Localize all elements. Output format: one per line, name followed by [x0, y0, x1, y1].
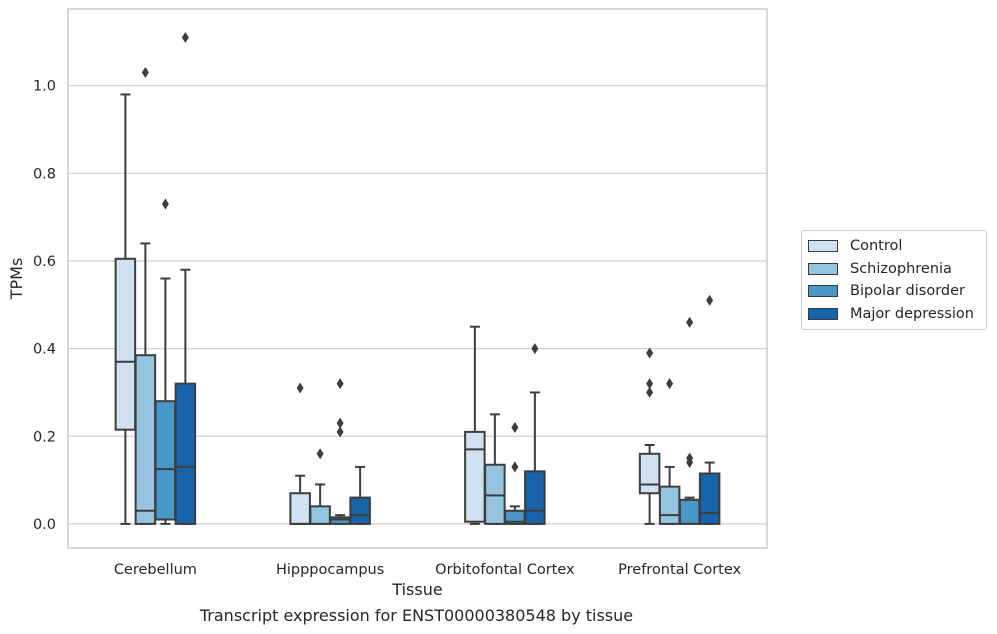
legend-label-major-depression: Major depression: [850, 305, 974, 322]
box-schizophrenia-cerebellum-body: [134, 354, 157, 525]
box-bipolar-disorder-prefrontal-cortex-outlier: [686, 316, 694, 328]
x-tick-label-prefrontal-cortex: Prefrontal Cortex: [618, 562, 741, 578]
box-major-depression-prefrontal-cortex-body: [698, 472, 721, 525]
box-bipolar-disorder-cerebellum-body: [154, 400, 177, 521]
box-schizophrenia-hipppocampus-body: [309, 505, 331, 525]
box-bipolar-disorder-orbitofontal-cortex-outlier: [511, 421, 519, 433]
box-major-depression-hipppocampus-body: [349, 496, 371, 525]
box-schizophrenia-orbitofontal-cortex-body: [484, 463, 506, 525]
legend-label-bipolar-disorder: Bipolar disorder: [850, 283, 965, 300]
legend-item-schizophrenia: Schizophrenia: [808, 258, 986, 281]
plot-frame: [67, 8, 768, 549]
box-bipolar-disorder-orbitofontal-cortex-outlier: [511, 461, 519, 473]
y-tick-label: 1.0: [33, 79, 56, 95]
box-control-prefrontal-cortex-body: [638, 452, 661, 495]
box-major-depression-orbitofontal-cortex-outlier: [531, 343, 539, 355]
box-bipolar-disorder-prefrontal-cortex-outlier: [686, 452, 694, 464]
box-bipolar-disorder-prefrontal-cortex-body: [678, 498, 701, 525]
box-control-hipppocampus-outlier: [296, 382, 304, 394]
legend-swatch-schizophrenia: [808, 262, 838, 275]
chart-caption: Transcript expression for ENST0000038054…: [199, 606, 634, 625]
box-control-prefrontal-cortex-outlier: [646, 347, 654, 359]
legend-item-major-depression: Major depression: [808, 303, 986, 326]
x-tick-label-orbitofontal-cortex: Orbitofontal Cortex: [435, 562, 575, 578]
box-major-depression-cerebellum-outlier: [181, 31, 189, 43]
y-tick-label: 0.4: [33, 342, 56, 358]
box-control-prefrontal-cortex-outlier: [646, 386, 654, 398]
box-schizophrenia-prefrontal-cortex-outlier: [666, 378, 674, 390]
legend: Control Schizophrenia Bipolar disorder M…: [801, 230, 987, 330]
legend-item-control: Control: [808, 235, 986, 258]
box-bipolar-disorder-cerebellum-outlier: [161, 198, 169, 210]
y-axis-label: TPMs: [7, 258, 26, 301]
y-tick-label: 0.8: [33, 166, 56, 182]
x-axis-label: Tissue: [391, 580, 442, 599]
box-major-depression-prefrontal-cortex-outlier: [706, 294, 714, 306]
y-tick-label: 0.2: [33, 429, 56, 445]
box-bipolar-disorder-hipppocampus-body: [329, 516, 351, 525]
box-bipolar-disorder-hipppocampus-outlier: [336, 426, 344, 438]
box-schizophrenia-hipppocampus-outlier: [316, 448, 324, 460]
box-major-depression-cerebellum-body: [174, 382, 197, 525]
box-control-hipppocampus-body: [289, 492, 311, 525]
legend-swatch-control: [808, 240, 838, 253]
box-major-depression-orbitofontal-cortex-body: [524, 470, 546, 525]
box-control-prefrontal-cortex-outlier: [646, 378, 654, 390]
y-tick-label: 0.0: [33, 517, 56, 533]
box-bipolar-disorder-hipppocampus-outlier: [336, 417, 344, 429]
legend-swatch-bipolar-disorder: [808, 285, 838, 298]
legend-swatch-major-depression: [808, 307, 838, 320]
legend-item-bipolar-disorder: Bipolar disorder: [808, 280, 986, 303]
box-control-orbitofontal-cortex-body: [464, 430, 486, 523]
box-schizophrenia-prefrontal-cortex-body: [658, 485, 681, 525]
x-tick-label-hipppocampus: Hipppocampus: [276, 562, 384, 578]
y-tick-label: 0.6: [33, 254, 56, 270]
box-schizophrenia-cerebellum-outlier: [141, 67, 149, 79]
legend-label-schizophrenia: Schizophrenia: [850, 260, 952, 277]
x-tick-label-cerebellum: Cerebellum: [114, 562, 197, 578]
box-bipolar-disorder-hipppocampus-outlier: [336, 378, 344, 390]
legend-label-control: Control: [850, 238, 903, 255]
box-control-cerebellum-body: [114, 257, 137, 431]
